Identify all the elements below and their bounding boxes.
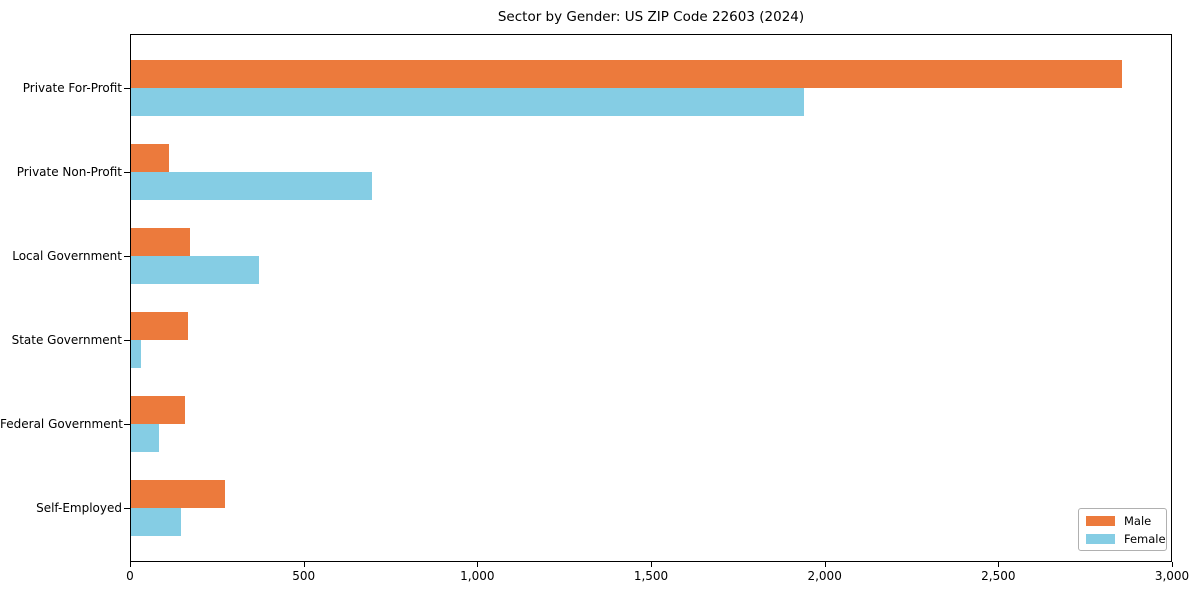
x-axis-tick (303, 562, 305, 567)
x-tick-label: 2,000 (807, 569, 842, 583)
x-axis-tick (477, 562, 479, 567)
x-tick-label: 1,000 (460, 569, 495, 583)
x-axis-tick (824, 562, 826, 567)
x-tick-label: 1,500 (633, 569, 669, 583)
x-axis-tick (998, 562, 1000, 567)
y-axis-tick (124, 507, 130, 509)
legend-item-female: Female (1086, 533, 1166, 545)
female-swatch-icon (1086, 534, 1115, 544)
bar-male-1 (131, 60, 1123, 88)
y-axis-tick (124, 87, 130, 89)
y-axis-tick (124, 423, 130, 425)
bar-male-2 (131, 144, 170, 172)
bar-female-3 (131, 256, 260, 284)
bar-male-5 (131, 396, 185, 424)
y-axis-tick (124, 255, 130, 257)
bar-female-1 (131, 88, 804, 116)
y-axis-tick (124, 171, 130, 173)
x-tick-label: 3,000 (1154, 569, 1190, 583)
x-tick-label: 0 (126, 569, 134, 583)
category-label: Federal Government (0, 417, 123, 431)
bar-male-4 (131, 312, 189, 340)
category-label: Private For-Profit (22, 81, 122, 95)
category-label: Private Non-Profit (16, 165, 122, 179)
legend-label-female: Female (1124, 532, 1166, 546)
bar-female-2 (131, 172, 372, 200)
category-label: Self-Employed (36, 501, 122, 515)
chart-title: Sector by Gender: US ZIP Code 22603 (202… (497, 9, 805, 25)
x-axis-tick (130, 562, 131, 567)
male-swatch-icon (1086, 516, 1115, 526)
category-label: Local Government (12, 249, 122, 263)
x-tick-label: 2,500 (981, 569, 1016, 583)
y-axis-tick (124, 339, 130, 341)
bar-male-3 (131, 228, 190, 256)
bar-female-5 (131, 424, 159, 452)
legend: Male Female (1078, 508, 1167, 551)
plot-area (130, 34, 1172, 562)
legend-label-male: Male (1124, 514, 1152, 528)
bar-female-4 (131, 340, 142, 368)
legend-item-male: Male (1086, 515, 1159, 527)
x-axis-tick (1172, 562, 1173, 567)
x-tick-label: 500 (292, 569, 316, 583)
category-label: State Government (11, 333, 122, 347)
bar-male-6 (131, 480, 225, 508)
bar-female-6 (131, 508, 182, 536)
x-axis-tick (651, 562, 652, 567)
